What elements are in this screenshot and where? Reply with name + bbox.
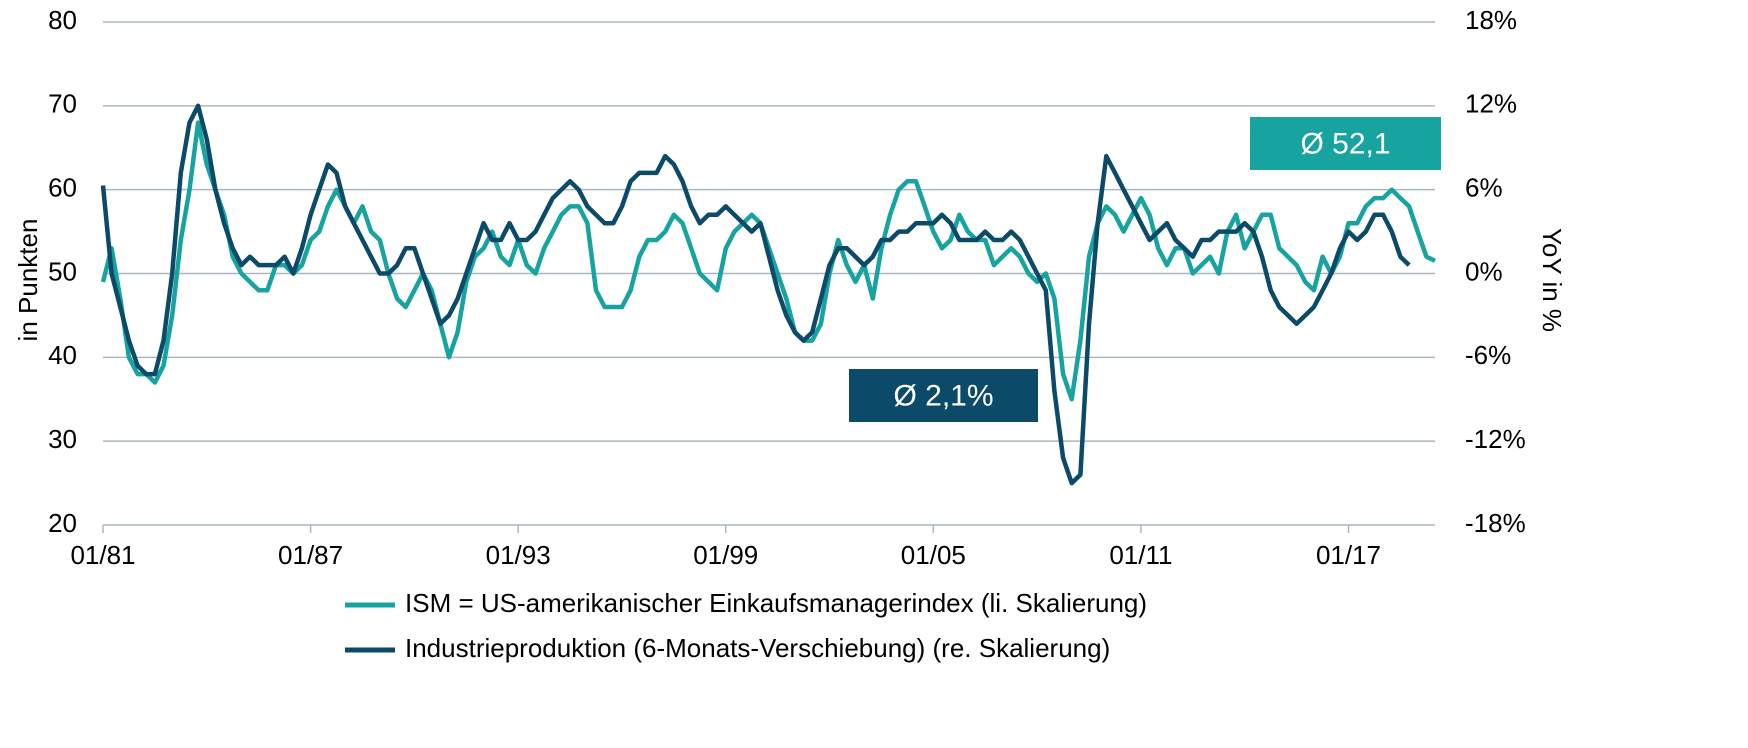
x-tick-label: 01/11 (1109, 540, 1172, 570)
x-tick-label: 01/05 (901, 540, 966, 570)
y2-tick-label: 0% (1465, 256, 1503, 286)
y-tick-label: 20 (48, 508, 77, 538)
y-axis-title: in Punkten (13, 219, 43, 342)
line-series (100, 103, 1411, 486)
annotation-box (1250, 117, 1441, 170)
y-tick-label: 40 (48, 340, 77, 370)
y2-tick-label: 6% (1465, 173, 1503, 203)
y-tick-label: 30 (48, 424, 77, 454)
legend-label: ISM = US-amerikanischer Einkaufsmanageri… (405, 588, 1147, 618)
annotation-text: Ø 2,1% (893, 379, 993, 412)
y2-tick-label: 18% (1465, 5, 1517, 35)
y2-tick-label: 12% (1465, 89, 1517, 119)
annotation-box (849, 369, 1038, 422)
y-tick-label: 80 (48, 5, 77, 35)
x-tick-label: 01/99 (693, 540, 758, 570)
legend-label: Industrieproduktion (6-Monats-Verschiebu… (405, 633, 1110, 663)
y-tick-label: 60 (48, 173, 77, 203)
y2-axis-title: YoY in % (1537, 228, 1567, 332)
y2-tick-label: -18% (1465, 508, 1526, 538)
y2-tick-label: -12% (1465, 424, 1526, 454)
x-tick-label: 01/87 (278, 540, 343, 570)
y-tick-label: 50 (48, 256, 77, 286)
annotation-text: Ø 52,1 (1300, 127, 1390, 160)
x-tick-label: 01/93 (486, 540, 551, 570)
y-tick-label: 70 (48, 89, 77, 119)
x-tick-label: 01/17 (1316, 540, 1381, 570)
x-tick-label: 01/81 (70, 540, 135, 570)
y2-tick-label: -6% (1465, 340, 1511, 370)
